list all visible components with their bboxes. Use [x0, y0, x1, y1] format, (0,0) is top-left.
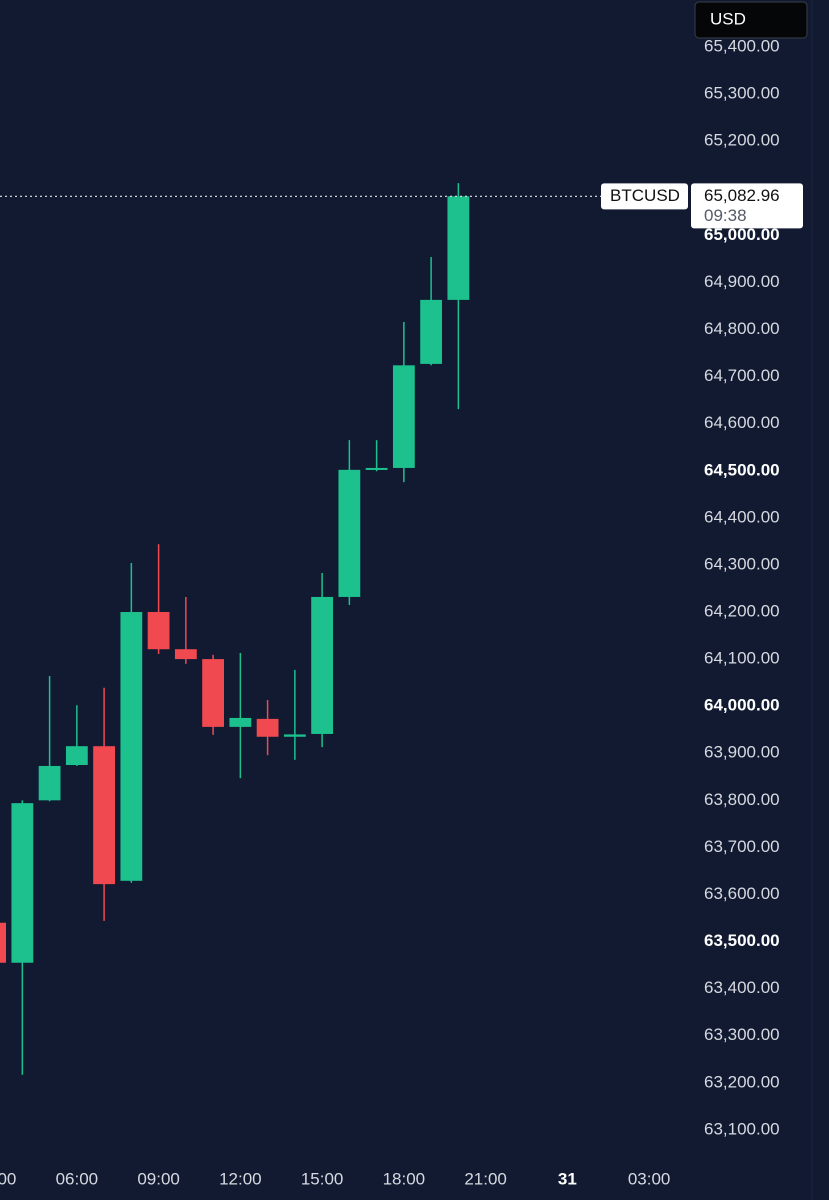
candle-body [420, 299, 443, 364]
currency-label: USD [710, 9, 746, 28]
x-tick-label: 09:00 [137, 1169, 180, 1188]
x-tick-label: 15:00 [301, 1169, 344, 1188]
axes: 63,100.00 63,200.00 63,300.00 63,400.00 63,5… [0, 37, 780, 1189]
y-tick-label: 63,700.00 [704, 837, 780, 856]
x-tick-label: 12:00 [219, 1169, 262, 1188]
y-tick-label: 65,300.00 [704, 84, 780, 103]
y-tick-label: 65,400.00 [704, 37, 780, 56]
x-tick-label: 21:00 [464, 1169, 507, 1188]
candle-body [174, 649, 197, 660]
candle-body [65, 746, 88, 766]
candle-body [256, 718, 279, 737]
x-tick-label: 03:00 [628, 1169, 671, 1188]
y-tick-label: 64,900.00 [704, 272, 780, 291]
last-price-label: 65,082.96 [704, 186, 780, 205]
x-tick-label: 06:00 [56, 1169, 99, 1188]
candle-body [338, 469, 361, 597]
y-tick-label: 64,800.00 [704, 319, 780, 338]
y-tick-label: 64,700.00 [704, 366, 780, 385]
symbol-tag [601, 183, 688, 210]
candle-body [93, 746, 115, 885]
y-tick-label: 65,000.00 [704, 225, 780, 244]
candle-body [392, 365, 415, 468]
y-tick-label: 63,900.00 [704, 743, 780, 762]
y-tick-label: 64,300.00 [704, 554, 780, 573]
candle-body [229, 717, 252, 727]
candle-body [0, 922, 6, 963]
y-tick-label: 64,600.00 [704, 413, 780, 432]
candle-body [120, 612, 143, 881]
y-tick-label: 64,500.00 [704, 460, 780, 479]
candle-body [311, 596, 334, 734]
y-tick-label: 63,100.00 [704, 1119, 780, 1138]
symbol-label: BTCUSD [610, 186, 680, 205]
x-tick-label: 18:00 [383, 1169, 426, 1188]
candle-body [38, 765, 61, 801]
price-tag [691, 183, 803, 229]
y-tick-label: 64,000.00 [704, 696, 780, 715]
y-tick-label: 63,200.00 [704, 1072, 780, 1091]
y-tick-label: 63,400.00 [704, 978, 780, 997]
y-tick-label: 63,800.00 [704, 790, 780, 809]
y-tick-label: 63,300.00 [704, 1025, 780, 1044]
candle-body [11, 803, 34, 963]
countdown-label: 09:38 [704, 206, 747, 225]
currency-button[interactable] [694, 1, 808, 39]
candle-body [283, 734, 306, 737]
y-tick-label: 63,500.00 [704, 931, 780, 950]
x-tick-label: 31 [558, 1169, 577, 1188]
candle-body [447, 196, 470, 300]
plot-area [0, 183, 690, 1075]
candle-body [202, 659, 225, 727]
y-tick-label: 64,200.00 [704, 601, 780, 620]
y-tick-label: 63,600.00 [704, 884, 780, 903]
y-tick-label: 64,400.00 [704, 507, 780, 526]
x-tick-label: 03:00 [0, 1169, 16, 1188]
candle-body [147, 612, 170, 650]
y-tick-label: 65,200.00 [704, 131, 780, 150]
candle-body [365, 467, 388, 470]
y-tick-label: 64,100.00 [704, 649, 780, 668]
